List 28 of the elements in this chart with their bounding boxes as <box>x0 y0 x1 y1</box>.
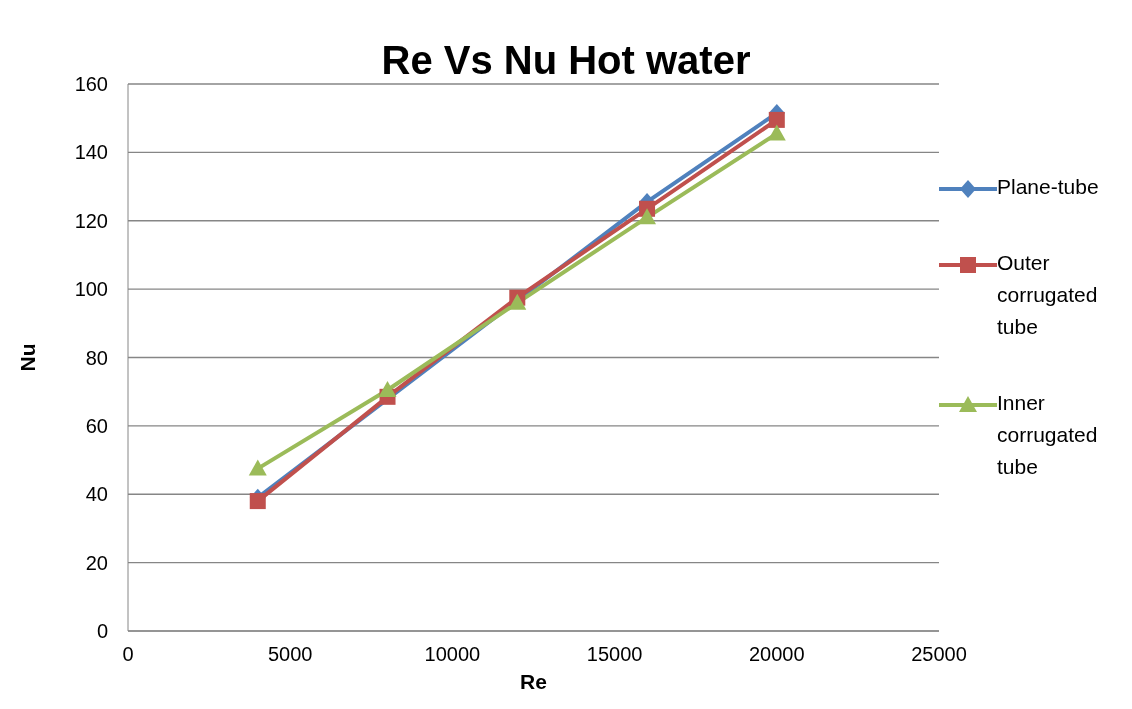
x-tick-label: 20000 <box>748 643 805 666</box>
x-tick-label: 5000 <box>267 643 313 666</box>
point <box>768 111 785 128</box>
point <box>508 293 527 310</box>
x-tick-label: 25000 <box>911 643 967 666</box>
y-axis-title: Nu <box>16 343 40 372</box>
y-tick-label: 0 <box>96 620 108 643</box>
point <box>248 459 267 476</box>
legend-label: Plane-tube <box>997 173 1099 200</box>
y-tick-label: 120 <box>74 209 108 232</box>
x-tick-label: 10000 <box>424 643 481 666</box>
y-tick-label: 140 <box>74 141 108 164</box>
x-axis-title: Re <box>520 670 547 693</box>
y-tick-label: 20 <box>85 551 108 574</box>
chart-title: Re Vs Nu Hot water <box>381 38 751 82</box>
y-tick-label: 160 <box>74 73 108 96</box>
x-tick-label: 0 <box>122 643 134 666</box>
legend-label: Inner corrugated tube <box>997 389 1099 480</box>
point <box>378 380 397 397</box>
point <box>249 493 266 510</box>
y-tick-label: 80 <box>85 346 108 369</box>
legend-label: Outer corrugated tube <box>997 249 1099 340</box>
point <box>638 208 657 225</box>
point <box>767 124 786 141</box>
y-tick-label: 40 <box>85 483 108 506</box>
y-tick-label: 100 <box>74 278 108 301</box>
x-tick-label: 15000 <box>586 643 643 666</box>
y-tick-label: 60 <box>85 414 108 437</box>
